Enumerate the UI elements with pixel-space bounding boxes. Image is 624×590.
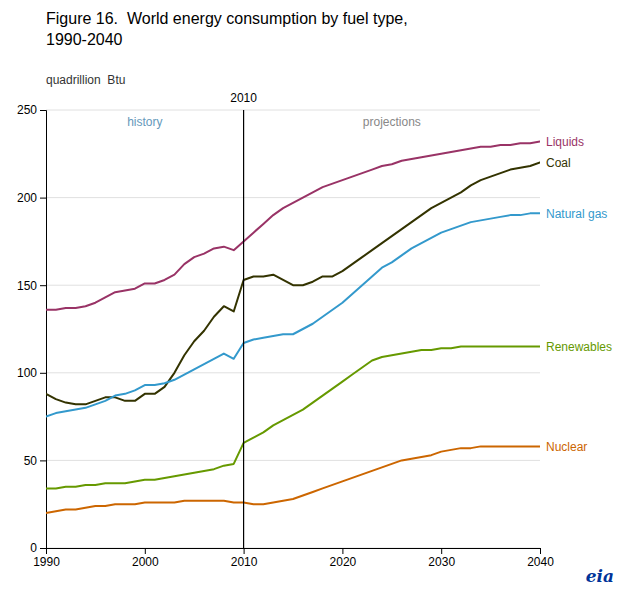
x-axis-line — [47, 549, 541, 555]
series-label: Coal — [546, 156, 571, 170]
x-tick-label: 2010 — [231, 555, 258, 569]
projections-label: projections — [363, 115, 421, 129]
y-tick-label: 250 — [17, 103, 37, 117]
series-label: Renewables — [546, 340, 612, 354]
y-tick-label: 50 — [24, 454, 38, 468]
x-tick-mark — [441, 548, 442, 554]
title: Figure 16. World energy consumption by f… — [46, 10, 408, 27]
series-line — [46, 163, 540, 405]
series-line — [46, 347, 540, 489]
series-label: Liquids — [546, 135, 584, 149]
x-tick-mark — [342, 548, 343, 554]
x-tick: 1990 — [33, 548, 60, 569]
x-tick: 2020 — [330, 548, 357, 569]
y-tick-mark — [40, 548, 46, 549]
history-label: history — [127, 115, 162, 129]
y-tick-mark — [40, 198, 46, 199]
y-tick-label: 200 — [17, 191, 37, 205]
x-tick: 2000 — [132, 548, 159, 569]
x-tick-mark — [244, 548, 245, 554]
grid — [46, 110, 540, 548]
chart: Figure 16. World energy consumption by f… — [0, 0, 624, 590]
y-tick-mark — [40, 110, 46, 111]
divider-line — [243, 110, 244, 548]
x-tick: 2040 — [527, 548, 554, 569]
series-line — [46, 213, 540, 416]
y-tick: 150 — [17, 279, 46, 293]
plot-area: quadrillion Btu1990200020102020203020400… — [17, 73, 612, 569]
y-tick: 50 — [24, 454, 46, 468]
x-tick: 2030 — [428, 548, 455, 569]
grid-line — [46, 110, 540, 111]
x-tick-mark — [145, 548, 146, 554]
y-tick-mark — [40, 373, 46, 374]
x-tick-mark — [540, 548, 541, 554]
x-tick-label: 2000 — [132, 555, 159, 569]
y-axis-label: quadrillion Btu — [46, 73, 125, 87]
x-tick: 2010 — [231, 548, 258, 569]
logo: eia — [586, 566, 614, 586]
grid-line — [46, 460, 540, 461]
annotations: 2010 history projections Liquids Coal Natural… — [127, 91, 612, 454]
x-tick-label: 2020 — [330, 555, 357, 569]
grid-line — [46, 197, 540, 198]
grid-line — [46, 372, 540, 373]
y-tick: 250 — [17, 103, 46, 117]
y-tick-label: 100 — [17, 366, 37, 380]
y-axis: 0 50 100 150 200 250 — [17, 103, 47, 555]
subtitle: 1990-2040 — [46, 31, 123, 48]
y-tick-mark — [40, 285, 46, 286]
series-label: Nuclear — [546, 440, 587, 454]
x-axis: 1990 2000 2010 2020 2030 2040 — [33, 548, 554, 569]
y-tick: 200 — [17, 191, 46, 205]
y-tick: 0 — [30, 541, 46, 555]
series-label: Natural gas — [546, 207, 607, 221]
divider-label: 2010 — [230, 91, 257, 105]
y-tick: 100 — [17, 366, 46, 380]
series-line — [46, 446, 540, 513]
x-tick-label: 1990 — [33, 555, 60, 569]
marks — [46, 110, 540, 548]
y-tick-label: 0 — [30, 541, 37, 555]
x-tick-label: 2030 — [428, 555, 455, 569]
y-tick-label: 150 — [17, 279, 37, 293]
y-axis-line — [40, 111, 47, 549]
x-tick-label: 2040 — [527, 555, 554, 569]
y-tick-mark — [40, 460, 46, 461]
